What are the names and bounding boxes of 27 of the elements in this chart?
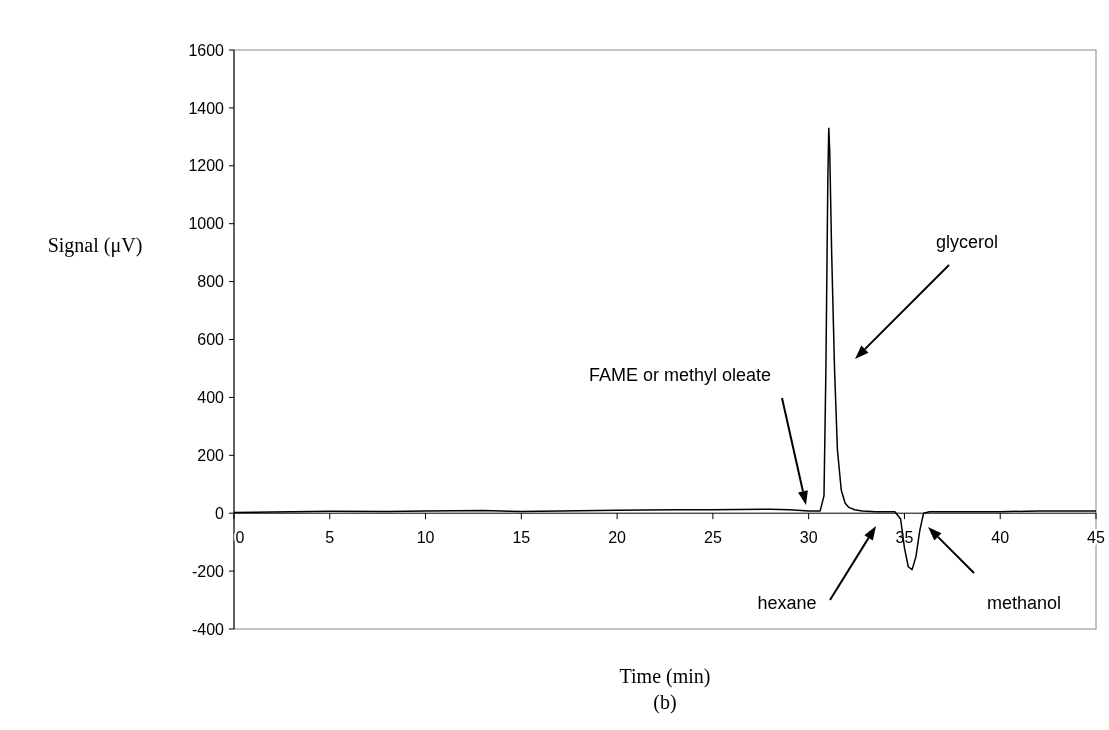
x-tick-label: 20 <box>608 529 627 547</box>
x-tick-label: 40 <box>991 529 1010 547</box>
annotation: hexane <box>757 593 817 613</box>
x-tick-label: 10 <box>416 529 435 547</box>
y-tick-label: 600 <box>197 331 225 349</box>
annotation: glycerol <box>935 232 999 252</box>
y-tick-label: 400 <box>197 389 225 406</box>
y-tick-label: -400 <box>191 620 225 638</box>
annotation: FAME or methyl oleate <box>588 365 772 385</box>
y-tick-label: -200 <box>191 562 225 580</box>
y-axis-title: Signal (μV) <box>47 234 143 257</box>
y-tick-label: 800 <box>197 273 225 291</box>
y-tick-label: 1600 <box>188 41 225 59</box>
y-tick-label: 0 <box>215 504 225 522</box>
y-tick-label: 1000 <box>188 215 225 233</box>
text: (b) <box>653 691 677 714</box>
x-tick-label: 5 <box>325 529 335 547</box>
annotation: methanol <box>986 593 1062 613</box>
y-tick-label: 200 <box>197 446 225 464</box>
y-tick-label: 1200 <box>188 157 225 175</box>
x-axis-title: Time (min) <box>619 665 711 688</box>
x-tick-label: 0 <box>235 529 245 547</box>
x-tick-label: 15 <box>512 529 531 547</box>
y-tick-label: 1400 <box>188 99 225 117</box>
x-tick-label: 45 <box>1087 529 1105 547</box>
x-tick-label: 25 <box>703 529 722 547</box>
x-tick-label: 30 <box>799 529 818 547</box>
